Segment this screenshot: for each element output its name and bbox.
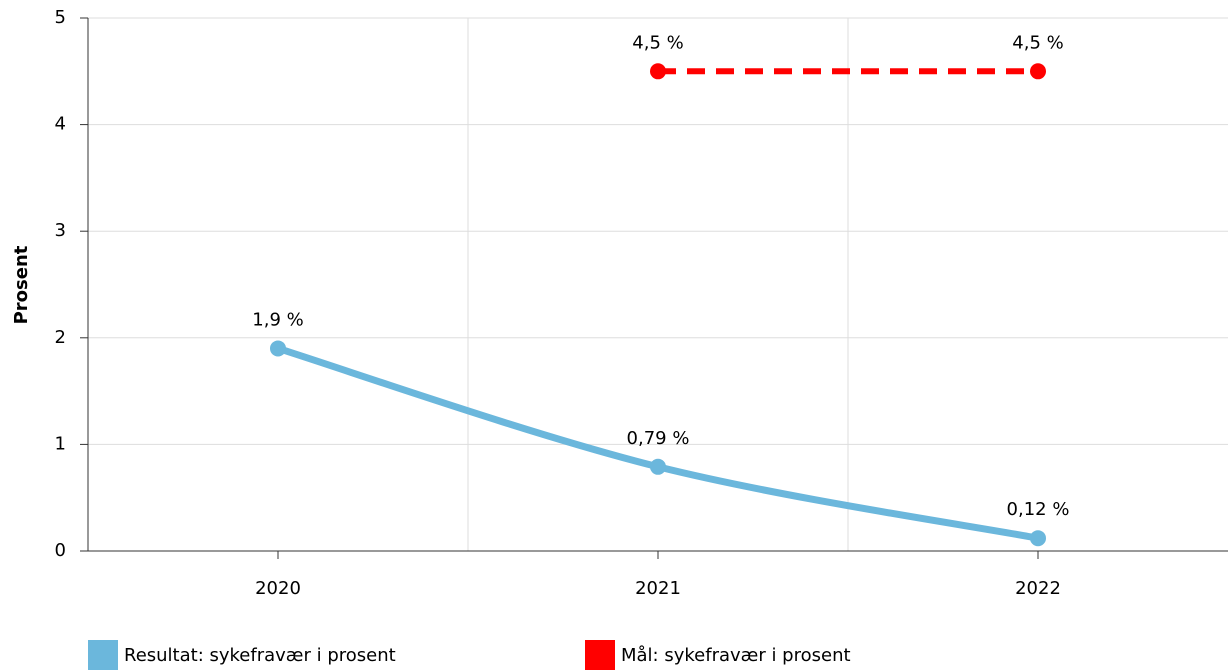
y-tick-label: 0 — [55, 540, 66, 561]
legend-swatch — [585, 640, 615, 670]
y-tick-label: 4 — [55, 114, 66, 135]
data-label: 4,5 % — [1012, 32, 1063, 53]
legend-label: Resultat: sykefravær i prosent — [124, 645, 396, 666]
data-label: 4,5 % — [632, 32, 683, 53]
x-tick-label: 2022 — [1015, 578, 1061, 599]
legend-swatch — [88, 640, 118, 670]
legend-label: Mål: sykefravær i prosent — [621, 645, 851, 666]
data-point — [270, 340, 286, 357]
y-tick-label: 1 — [55, 433, 66, 454]
data-point — [1030, 530, 1046, 547]
data-label: 0,12 % — [1007, 499, 1070, 520]
data-point — [1030, 63, 1046, 80]
data-label: 1,9 % — [252, 309, 303, 330]
y-tick-label: 2 — [55, 327, 66, 348]
data-point — [650, 63, 666, 80]
y-tick-label: 3 — [55, 220, 66, 241]
x-tick-label: 2020 — [255, 578, 301, 599]
y-tick-label: 5 — [55, 7, 66, 28]
y-axis-label: Prosent — [11, 245, 32, 324]
data-point — [650, 458, 666, 475]
x-tick-label: 2021 — [635, 578, 681, 599]
data-label: 0,79 % — [627, 428, 690, 449]
